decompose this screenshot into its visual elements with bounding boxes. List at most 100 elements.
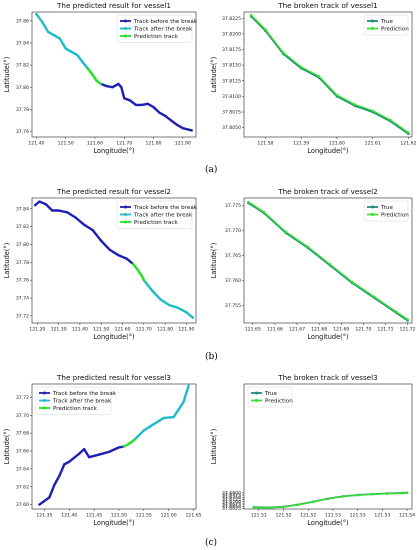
x-tick-label: 121.62 <box>400 141 416 147</box>
y-tick-label: 37.6775 <box>222 493 241 499</box>
y-tick-label: 37.6625 <box>222 506 241 512</box>
y-tick-label: 37.8100 <box>222 94 241 100</box>
y-tick-label: 37.68 <box>16 431 29 437</box>
series-point-0 <box>68 460 71 463</box>
x-tick-label: 121.60 <box>114 327 130 333</box>
legend-label: Track before the break <box>52 391 117 397</box>
y-tick-label: 37.775 <box>225 203 241 209</box>
series-point-0 <box>120 86 123 89</box>
series-point-1 <box>326 497 330 501</box>
chart-title: The broken track of vessel2 <box>277 187 378 196</box>
legend-marker <box>371 213 374 216</box>
series-point-0 <box>190 129 193 132</box>
series-point-0 <box>169 119 173 122</box>
y-tick-label: 37.64 <box>16 466 29 472</box>
x-tick-label: 121.50 <box>111 513 127 519</box>
series-line-1 <box>253 492 408 509</box>
series-point-0 <box>100 239 103 243</box>
x-tick-label: 121.53 <box>325 513 341 519</box>
series-point-0 <box>63 463 66 466</box>
plot-frame <box>243 11 413 138</box>
legend-label: Prediction <box>265 399 293 405</box>
legend-label: Prediction track <box>134 34 179 40</box>
legend-box <box>363 200 409 222</box>
chart-a-right: The broken track of vessel1 121.58 121.59 1… <box>210 1 417 155</box>
series-point-2 <box>142 278 146 282</box>
y-tick-label: 37.78 <box>16 107 29 113</box>
legend-marker <box>124 213 127 216</box>
x-tick-label: 121.72 <box>400 327 416 333</box>
legend-label: Track after the break <box>52 399 112 405</box>
x-tick-label: 121.66 <box>267 327 283 333</box>
x-tick-label: 121.40 <box>61 513 77 519</box>
series-point-1 <box>182 400 185 404</box>
y-tick-label: 37.84 <box>16 206 29 212</box>
x-tick-label: 121.55 <box>136 513 152 519</box>
series-point-0 <box>38 200 41 203</box>
chart-a-left: The predicted result for vessel1 121.40 12… <box>3 1 198 155</box>
series-point-1 <box>249 13 253 17</box>
series-point-1 <box>82 61 85 65</box>
series-point-1 <box>373 295 376 299</box>
chart-title: The predicted result for vessel2 <box>56 187 171 196</box>
series-point-1 <box>406 318 409 321</box>
series-point-1 <box>70 50 73 54</box>
x-tick-label: 121.70 <box>355 327 371 333</box>
legend-marker <box>124 205 127 209</box>
series-point-0 <box>175 123 179 127</box>
y-tick-label: 37.6725 <box>222 497 241 503</box>
legend-label: True <box>264 391 277 397</box>
series-point-1 <box>356 493 359 497</box>
series-line-1 <box>132 384 190 442</box>
y-tick-label: 37.8050 <box>222 125 241 131</box>
legend: Track before the break Track after the br… <box>116 200 198 229</box>
x-tick-label: 121.40 <box>72 327 88 333</box>
series-line-0 <box>99 82 193 132</box>
x-axis-label: Longitude(°) <box>307 333 348 341</box>
y-tick-label: 37.6750 <box>222 495 241 501</box>
x-tick-label: 121.80 <box>145 141 161 147</box>
plot-frame <box>31 11 197 138</box>
series-point-1 <box>187 384 190 387</box>
x-tick-label: 121.40 <box>28 141 44 147</box>
series-point-0 <box>57 209 60 212</box>
legend-label: Track after the break <box>133 27 193 33</box>
series-point-0 <box>97 453 101 456</box>
y-tick-label: 37.755 <box>225 303 241 309</box>
y-tick-label: 37.82 <box>16 63 29 69</box>
legend-box <box>247 386 293 408</box>
legend-marker <box>124 27 127 30</box>
legend-marker <box>124 19 127 23</box>
x-tick-label: 121.52 <box>275 513 291 519</box>
y-tick-label: 37.86 <box>16 18 29 24</box>
series-point-1 <box>407 131 410 134</box>
series-point-1 <box>151 289 154 293</box>
x-tick-label: 121.54 <box>399 513 415 519</box>
x-tick-label: 121.68 <box>311 327 327 333</box>
caption-c: (c) <box>205 537 217 548</box>
y-tick-label: 37.74 <box>16 296 29 302</box>
series-point-0 <box>134 103 138 107</box>
series-point-1 <box>252 506 256 509</box>
series-point-0 <box>38 503 41 506</box>
series-point-0 <box>181 126 185 130</box>
y-tick-label: 37.6650 <box>222 504 241 510</box>
legend-marker <box>43 399 46 402</box>
y-tick-label: 37.80 <box>16 242 29 248</box>
legend-label: Track before the break <box>133 19 198 25</box>
y-tick-label: 37.760 <box>225 278 241 284</box>
legend-box <box>363 14 409 36</box>
series-point-1 <box>76 53 79 57</box>
x-tick-label: 121.58 <box>257 141 273 147</box>
y-tick-label: 37.84 <box>16 41 29 47</box>
chart-title: The predicted result for vessel3 <box>56 373 171 382</box>
series-point-2 <box>136 268 139 271</box>
x-tick-label: 121.53 <box>350 513 366 519</box>
series-point-0 <box>117 82 120 86</box>
legend-marker <box>255 391 258 395</box>
x-tick-label: 121.70 <box>136 327 152 333</box>
series-point-1 <box>262 210 266 214</box>
series-point-2 <box>131 262 135 266</box>
x-tick-label: 121.60 <box>329 141 345 147</box>
legend-label: True <box>380 19 393 25</box>
